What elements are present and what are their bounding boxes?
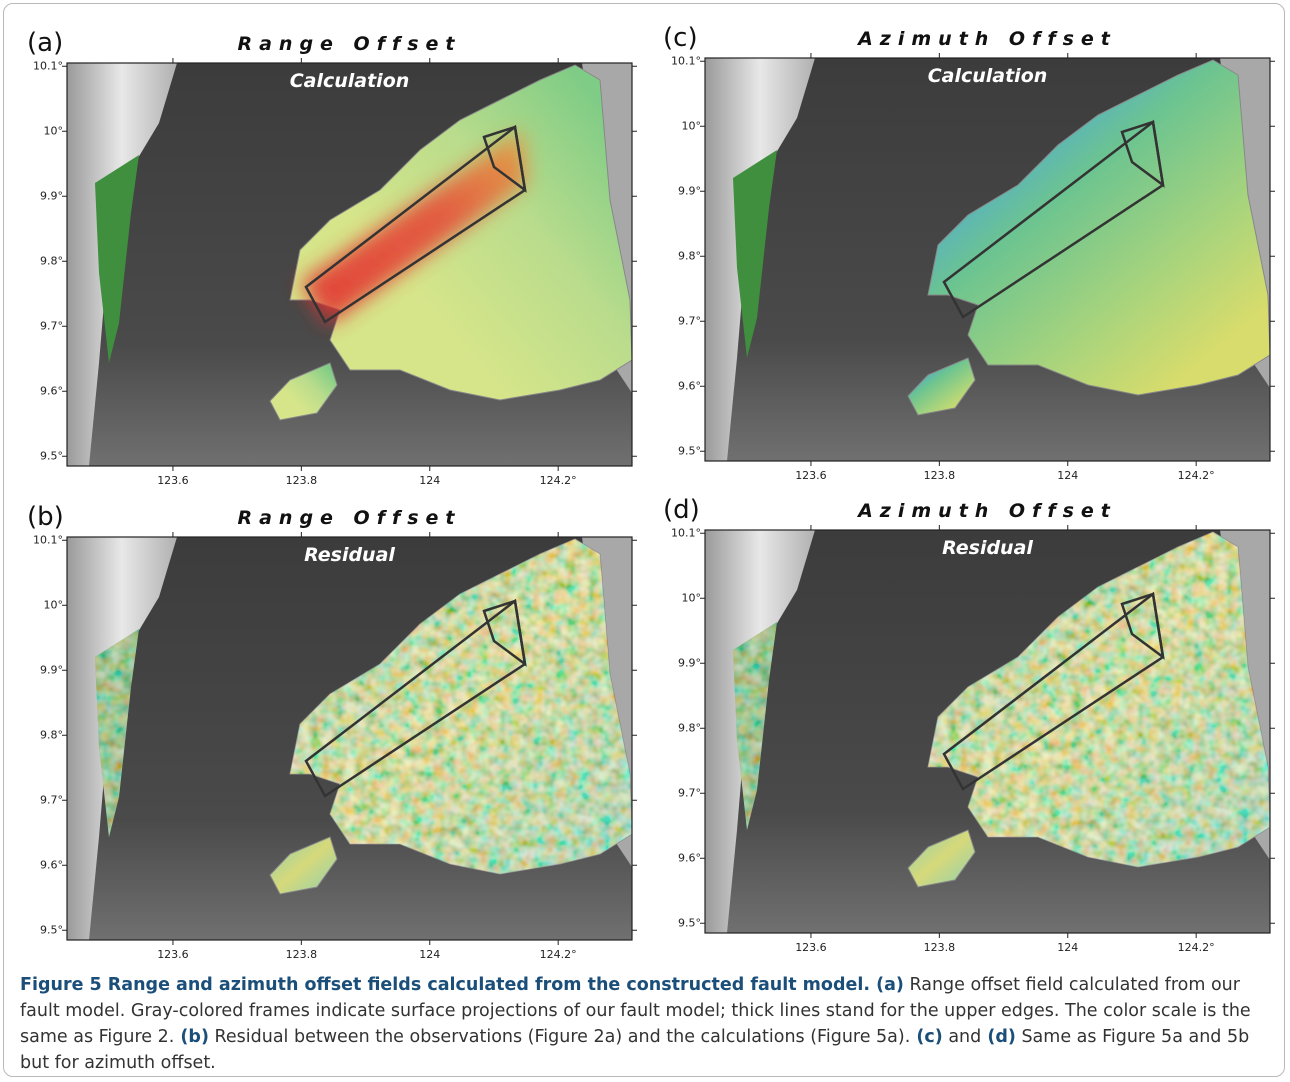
x-tick-label: 124 (419, 474, 440, 487)
x-tick-label: 123.6 (795, 469, 827, 482)
y-tick-label: 9.7° (40, 793, 63, 806)
panel-title: Range Offset (237, 33, 461, 55)
caption-bold: (b) (174, 1027, 209, 1047)
x-tick-label: 124.2° (1178, 941, 1215, 954)
y-tick-label: 10.1° (33, 533, 63, 546)
panel-title: Range Offset (237, 507, 461, 529)
y-tick-label: 9.8° (678, 249, 701, 262)
x-tick-label: 124 (1057, 941, 1078, 954)
x-tick-label: 124 (1057, 469, 1078, 482)
y-tick-label: 10° (44, 124, 64, 137)
y-tick-label: 9.5° (40, 923, 63, 936)
map (705, 58, 1270, 461)
x-tick-label: 124 (419, 948, 440, 961)
caption-bold: (c) (910, 1027, 942, 1047)
y-tick-label: 9.6° (40, 858, 63, 871)
y-tick-label: 9.8° (40, 728, 63, 741)
caption-bold: (d) (981, 1027, 1016, 1047)
y-tick-label: 9.5° (678, 444, 701, 457)
y-tick-label: 9.7° (40, 319, 63, 332)
y-tick-label: 9.5° (40, 449, 63, 462)
y-tick-label: 10.1° (671, 526, 701, 539)
y-tick-label: 9.7° (678, 314, 701, 327)
map (705, 530, 1270, 933)
panel-label: (a) (27, 28, 63, 58)
panel-title: Azimuth Offset (856, 500, 1117, 522)
x-tick-label: 123.6 (157, 948, 189, 961)
x-tick-label: 124.2° (540, 948, 577, 961)
panel-label: (b) (27, 502, 64, 532)
caption-text: and (943, 1027, 982, 1047)
y-tick-label: 10.1° (33, 59, 63, 72)
panel-subtitle: Calculation (290, 70, 410, 92)
panel-label: (c) (663, 23, 698, 53)
x-tick-label: 123.6 (157, 474, 189, 487)
y-tick-label: 9.6° (40, 384, 63, 397)
x-tick-label: 123.8 (924, 469, 956, 482)
y-tick-label: 10° (682, 119, 702, 132)
y-tick-label: 10° (44, 598, 64, 611)
y-tick-label: 9.9° (678, 656, 701, 669)
map (67, 537, 632, 940)
panel-subtitle: Calculation (928, 65, 1048, 87)
y-tick-label: 9.9° (678, 184, 701, 197)
x-tick-label: 123.8 (286, 474, 318, 487)
figure: (a) Range Offset Calculation 123.6 123.8 124 1… (0, 0, 1290, 965)
panel-subtitle: Residual (942, 537, 1033, 559)
panel-label: (d) (663, 495, 700, 525)
y-tick-label: 9.9° (40, 663, 63, 676)
y-tick-label: 10° (682, 591, 702, 604)
y-tick-label: 9.5° (678, 916, 701, 929)
y-tick-label: 9.6° (678, 379, 701, 392)
y-tick-label: 9.8° (40, 254, 63, 267)
caption-text: Residual between the observations (Figur… (209, 1027, 910, 1047)
x-tick-label: 123.8 (924, 941, 956, 954)
y-tick-label: 10.1° (671, 54, 701, 67)
y-tick-label: 9.9° (40, 189, 63, 202)
map (67, 63, 632, 466)
caption-bold: Figure 5 Range and azimuth offset fields… (20, 975, 870, 995)
y-tick-label: 9.8° (678, 721, 701, 734)
y-tick-label: 9.7° (678, 786, 701, 799)
panel-subtitle: Residual (304, 544, 395, 566)
x-tick-label: 124.2° (540, 474, 577, 487)
panel-title: Azimuth Offset (856, 28, 1117, 50)
caption-bold: (a) (870, 975, 904, 995)
x-tick-label: 123.8 (286, 948, 318, 961)
caption: Figure 5 Range and azimuth offset fields… (20, 972, 1265, 1076)
y-tick-label: 9.6° (678, 851, 701, 864)
x-tick-label: 124.2° (1178, 469, 1215, 482)
x-tick-label: 123.6 (795, 941, 827, 954)
